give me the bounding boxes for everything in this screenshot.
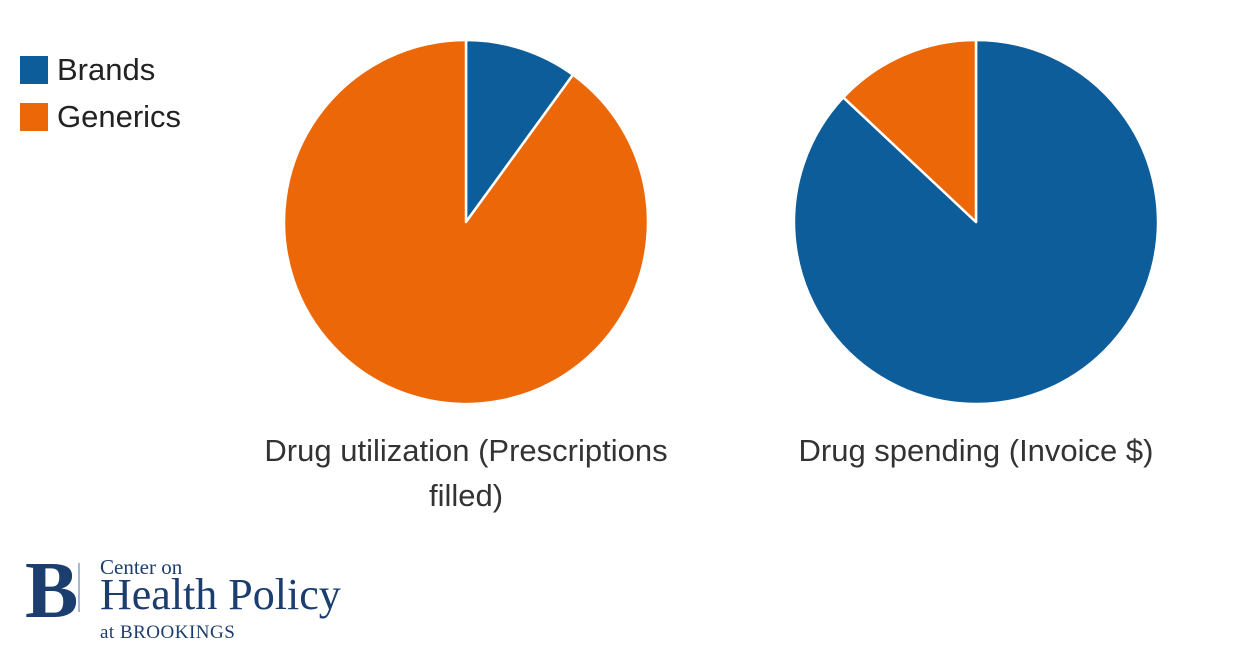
utilization-caption-line-2: filled) [428, 478, 504, 513]
utilization-pie-chart [282, 38, 650, 406]
legend-label-brands: Brands [57, 52, 156, 87]
brookings-b-monogram: B [25, 547, 79, 635]
logo-center-on-text: Center on [100, 555, 183, 579]
legend-swatch-generics [20, 103, 48, 131]
logo-divider-line [78, 563, 80, 612]
logo-health-policy-text: Health Policy [100, 570, 341, 619]
spending-caption-line-1: Drug spending (Invoice $) [798, 433, 1154, 468]
pie-slice-generics [282, 38, 650, 406]
spending-pie-chart [792, 38, 1160, 406]
legend-label-generics: Generics [57, 99, 182, 134]
logo-at-brookings-text: at BROOKINGS [100, 622, 236, 643]
utilization-caption-line-1: Drug utilization (Prescriptions [264, 433, 668, 468]
legend: Brands Generics [20, 52, 182, 150]
utilization-pie-svg [282, 38, 650, 406]
spending-caption: Drug spending (Invoice $) [756, 428, 1196, 473]
legend-item-generics: Generics [20, 99, 182, 134]
spending-pie-svg [792, 38, 1160, 406]
legend-swatch-brands [20, 56, 48, 84]
legend-item-brands: Brands [20, 52, 181, 87]
utilization-caption: Drug utilization (Prescriptions filled) [246, 428, 686, 518]
pie-slice-generics [842, 38, 978, 224]
pie-slice-brands [464, 38, 575, 224]
